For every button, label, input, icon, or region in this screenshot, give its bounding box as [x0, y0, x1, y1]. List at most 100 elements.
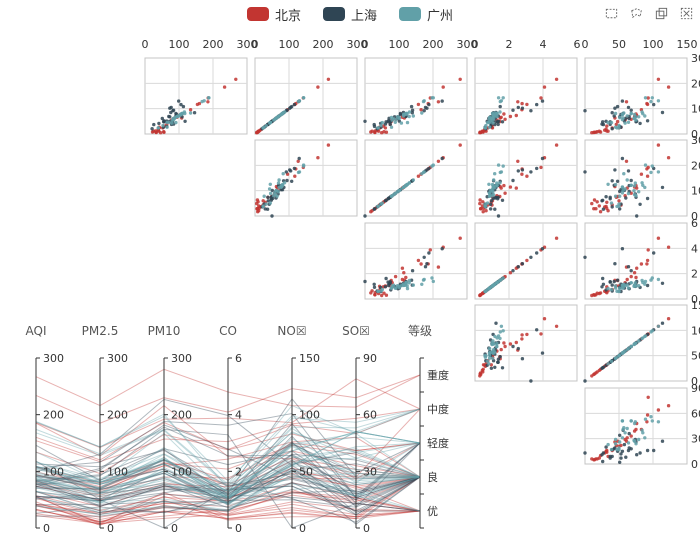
scatter-point [165, 120, 169, 125]
scatter-point [650, 329, 654, 333]
scatter-point [615, 119, 620, 124]
scatter-point [643, 96, 648, 100]
scatter-cell [584, 304, 688, 382]
legend-item[interactable]: 上海 [322, 5, 377, 24]
x-tick-label: 0 [582, 38, 589, 51]
scatter-point [158, 131, 163, 135]
scatter-point [272, 194, 276, 198]
scatter-point [496, 197, 500, 201]
scatter-cell [584, 387, 688, 465]
scatter-point [643, 282, 647, 286]
scatter-point [609, 447, 614, 452]
scatter-point [279, 112, 283, 117]
scatter-point [481, 367, 485, 371]
scatter-point [601, 459, 605, 464]
scatter-point [539, 96, 543, 100]
scatter-point [629, 274, 633, 279]
category-label: 中度 [427, 402, 449, 416]
scatter-point [652, 448, 656, 453]
scatter-point [649, 99, 653, 104]
scatter-point [629, 434, 633, 438]
scatter-point [535, 328, 539, 332]
axis-tick-label: 200 [107, 409, 128, 422]
scatter-point [634, 275, 638, 280]
scatter-point [380, 120, 384, 125]
rect-select-icon[interactable] [604, 6, 619, 21]
legend-item[interactable]: 北京 [246, 5, 301, 24]
scatter-point [279, 188, 283, 192]
scatter-point [498, 181, 502, 185]
scatter-point [496, 96, 501, 100]
scatter-point [422, 109, 426, 113]
scatter-point [165, 125, 169, 129]
scatter-point [613, 168, 617, 172]
scatter-point [608, 454, 612, 459]
scatter-point [389, 125, 394, 129]
lasso-select-icon[interactable] [629, 6, 644, 21]
legend-label: 上海 [350, 8, 377, 24]
scatter-point [222, 85, 227, 89]
scatter-point [542, 317, 547, 321]
scatter-point [496, 119, 501, 124]
scatter-point [491, 115, 495, 119]
scatter-point [379, 123, 383, 128]
y-tick-label: 2 [691, 268, 698, 281]
scatter-point [380, 131, 384, 135]
scatter-point [508, 114, 513, 119]
scatter-point [496, 163, 501, 167]
scatter-point [634, 194, 638, 198]
scatter-point [535, 166, 539, 171]
scatter-point [436, 265, 441, 269]
x-tick-label: 0 [472, 38, 479, 51]
scatter-point [428, 248, 432, 252]
scatter-point [624, 196, 628, 200]
scatter-point [595, 200, 599, 204]
scatter-point [363, 279, 367, 284]
clear-selection-icon[interactable] [679, 6, 694, 21]
legend-item[interactable]: 广州 [399, 5, 453, 24]
scatter-point [520, 101, 524, 106]
scatter-point [181, 104, 186, 109]
scatter-point [500, 366, 505, 370]
scatter-point [419, 262, 423, 266]
scatter-point [420, 282, 424, 286]
scatter-point [499, 324, 504, 328]
scatter-point [498, 330, 502, 334]
scatter-point [620, 156, 625, 161]
scatter-point [326, 77, 331, 82]
y-tick-label: 300 [691, 52, 700, 65]
scatter-point [487, 346, 492, 351]
scatter-point [624, 100, 629, 104]
scatter-point [481, 210, 485, 214]
scatter-point [660, 439, 665, 443]
scatter-point [525, 332, 529, 337]
scatter-point [520, 168, 525, 172]
scatter-point [609, 120, 614, 125]
scatter-point [178, 112, 183, 117]
scatter-point [372, 282, 376, 286]
scatter-point [621, 350, 625, 355]
scatter-point [583, 451, 587, 455]
scatter-point [597, 204, 601, 208]
scatter-point [632, 116, 636, 121]
y-tick-label: 6 [691, 217, 698, 230]
keep-selection-icon[interactable] [654, 6, 669, 21]
scatter-point [162, 130, 166, 134]
scatter-point [629, 281, 633, 285]
x-tick-label: 100 [169, 38, 190, 51]
scatter-point [656, 99, 661, 103]
x-tick-label: 300 [347, 38, 368, 51]
scatter-point [372, 285, 377, 289]
scatter-point [481, 363, 486, 367]
scatter-point [503, 191, 507, 195]
scatter-point [540, 99, 545, 103]
scatter-point [516, 100, 520, 104]
scatter-point [626, 441, 631, 445]
scatter-point [621, 285, 625, 290]
scatter-point [494, 321, 498, 325]
scatter-point [514, 340, 518, 345]
scatter-cell [364, 222, 468, 300]
scatter-point [276, 190, 280, 194]
scatter-point [632, 421, 637, 426]
scatter-point [613, 442, 618, 446]
